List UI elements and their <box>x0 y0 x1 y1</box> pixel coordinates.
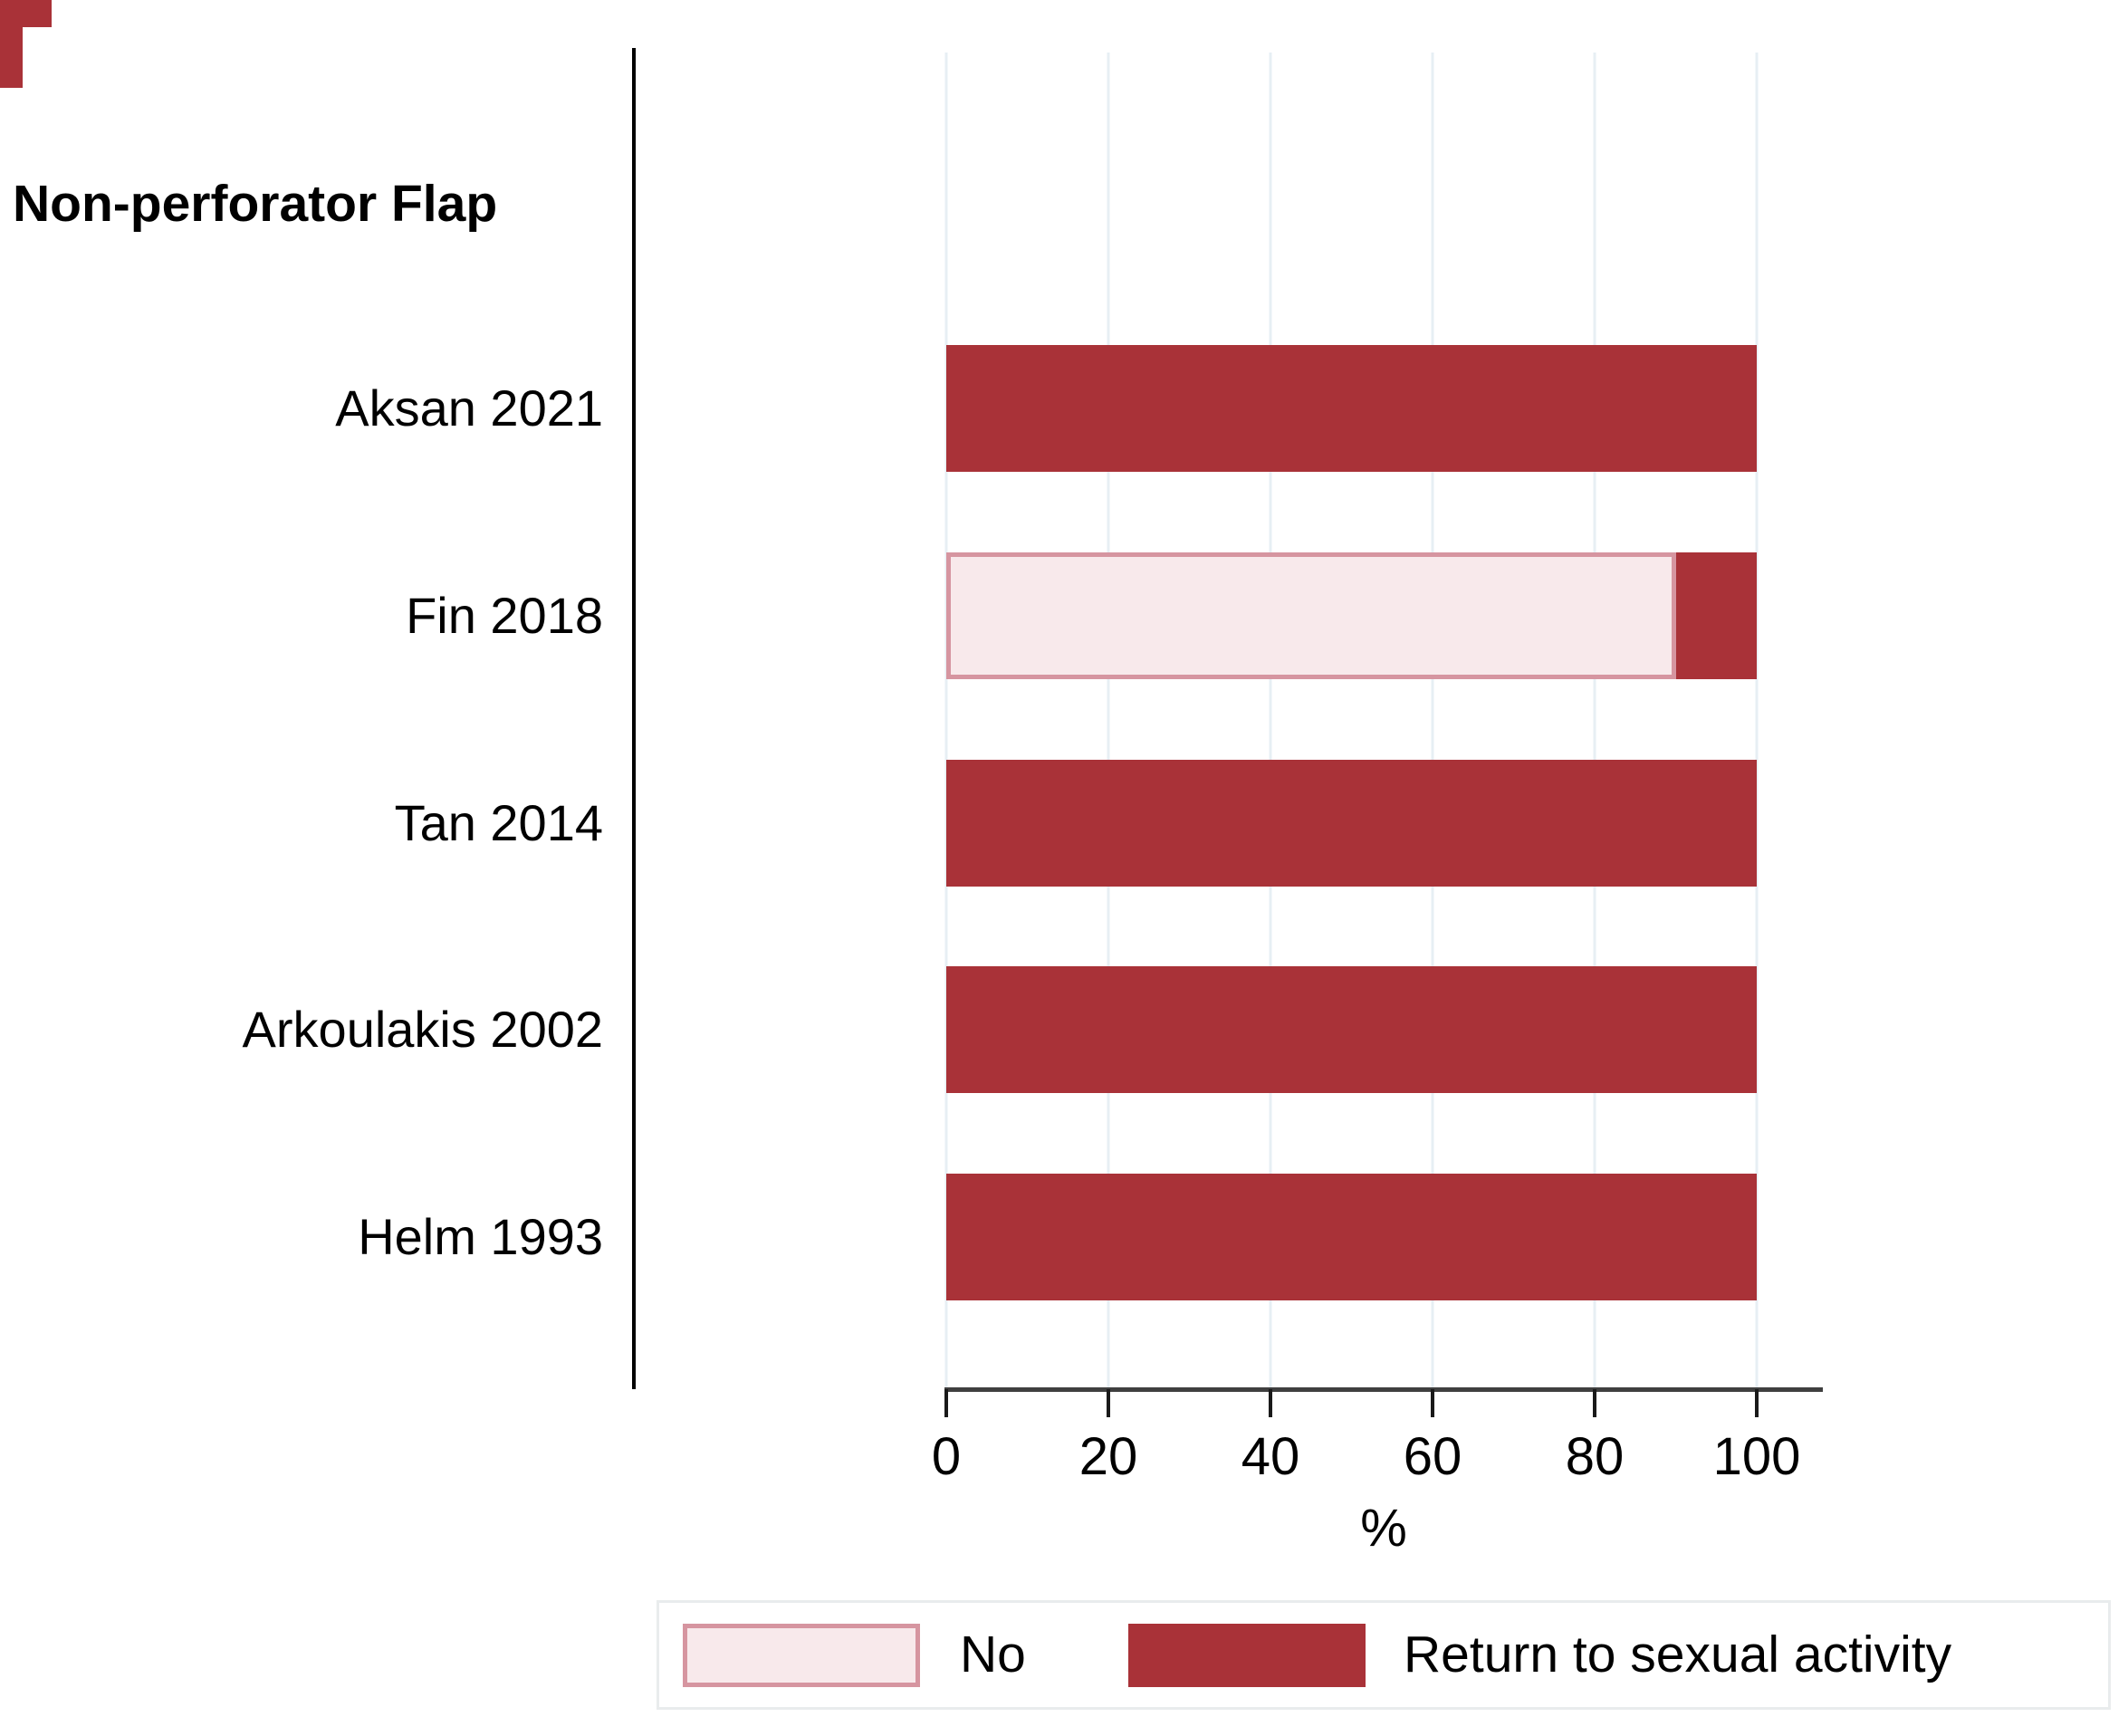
gridline <box>1269 53 1272 1388</box>
tick-mark <box>1755 1389 1759 1417</box>
tick-mark <box>1107 1389 1110 1417</box>
bar-row <box>946 345 1757 472</box>
legend-label-return-to-sexual-activity: Return to sexual activity <box>1404 1626 1952 1683</box>
bar-segment-return-to-sexual-activity <box>946 1174 1757 1300</box>
tick-mark <box>944 1389 948 1417</box>
x-axis-tick-labels: 0 20 40 60 80 100 <box>932 1418 1801 1495</box>
tick-mark <box>1431 1389 1434 1417</box>
legend: No Return to sexual activity <box>657 1600 2111 1710</box>
bar-row <box>946 966 1757 1093</box>
tick-label: 0 <box>931 1427 962 1486</box>
tick-label: 100 <box>1712 1427 1801 1486</box>
bar-segment-return-to-sexual-activity <box>1675 552 1757 679</box>
bar-segment-no <box>946 552 1676 679</box>
gridline <box>1107 53 1110 1388</box>
category-label: Helm 1993 <box>358 1208 603 1265</box>
bar-row <box>946 552 1757 679</box>
bar-segment-return-to-sexual-activity <box>946 966 1757 1093</box>
tick-label: 60 <box>1403 1427 1462 1486</box>
x-axis-line <box>944 1387 1823 1392</box>
x-axis-ticks <box>944 1389 1759 1418</box>
legend-swatch-no <box>683 1624 920 1687</box>
legend-label-no: No <box>960 1626 1026 1683</box>
category-label: Fin 2018 <box>406 587 603 644</box>
bar-row <box>946 760 1757 887</box>
x-axis-title: % <box>1360 1499 1407 1558</box>
corner-red-artifact <box>0 0 23 88</box>
legend-swatch-return-to-sexual-activity <box>1128 1624 1366 1687</box>
gridline <box>1755 53 1759 1388</box>
gridline <box>944 53 948 1388</box>
group-title: Non-perforator Flap <box>13 175 498 233</box>
category-axis-line <box>632 48 636 1389</box>
category-label: Aksan 2021 <box>335 379 603 436</box>
gridline <box>1593 53 1596 1388</box>
plot-area <box>944 53 1759 1388</box>
category-label: Arkoulakis 2002 <box>242 1001 603 1058</box>
tick-label: 40 <box>1241 1427 1300 1486</box>
bar-row <box>946 1174 1757 1300</box>
tick-label: 20 <box>1078 1427 1138 1486</box>
tick-mark <box>1593 1389 1596 1417</box>
tick-label: 80 <box>1565 1427 1625 1486</box>
bar-segment-return-to-sexual-activity <box>946 760 1757 887</box>
bar-segment-return-to-sexual-activity <box>946 345 1757 472</box>
category-label: Tan 2014 <box>394 794 603 851</box>
tick-mark <box>1269 1389 1272 1417</box>
gridline <box>1431 53 1434 1388</box>
